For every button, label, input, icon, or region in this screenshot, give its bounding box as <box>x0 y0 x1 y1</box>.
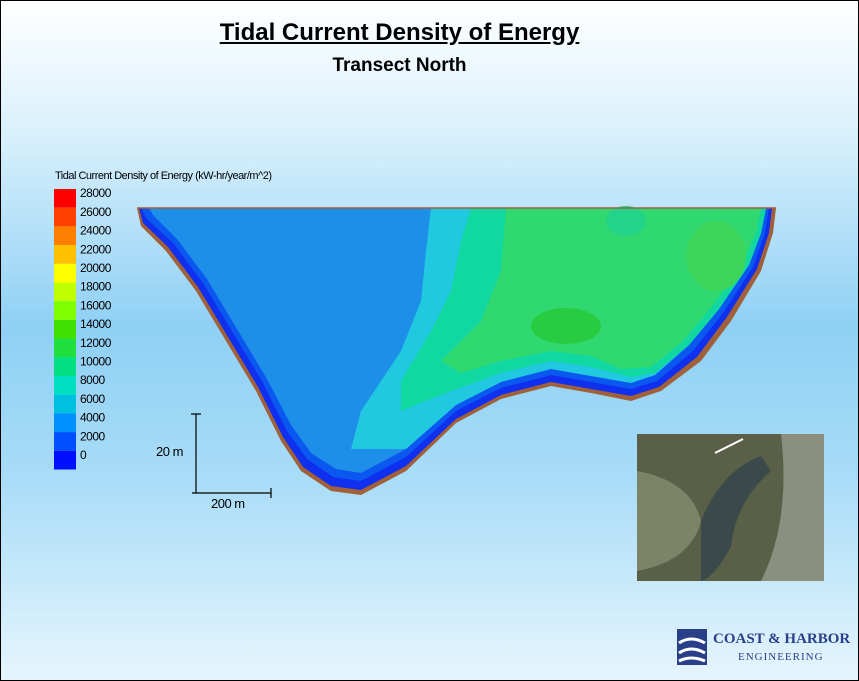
logo-mark <box>677 629 707 665</box>
legend-label: 4000 <box>80 411 106 425</box>
logo-name: COAST & HARBOR <box>713 631 850 648</box>
inset-map <box>637 434 824 581</box>
legend-label: 2000 <box>80 429 106 443</box>
legend-label: 12000 <box>80 336 112 350</box>
legend-swatch <box>54 301 76 320</box>
legend-label: 24000 <box>80 224 112 238</box>
slide: Tidal Current Density of Energy Transect… <box>0 0 859 681</box>
legend-label: 16000 <box>80 298 112 312</box>
legend-swatch <box>54 339 76 358</box>
legend-swatch <box>54 208 76 227</box>
scale-horizontal: 200 m <box>211 496 245 511</box>
legend: 2800026000240002200020000180001600014000… <box>54 186 112 469</box>
legend-label: 18000 <box>80 280 112 294</box>
region-12000b <box>606 206 646 236</box>
logo-sub: ENGINEERING <box>738 651 824 663</box>
scale-bar <box>191 414 271 498</box>
legend-swatch <box>54 451 76 470</box>
legend-label: 28000 <box>80 186 112 200</box>
legend-label: 10000 <box>80 354 112 368</box>
legend-label: 8000 <box>80 373 106 387</box>
region-14000b <box>686 221 746 291</box>
legend-swatch <box>54 413 76 432</box>
legend-label: 22000 <box>80 242 112 256</box>
legend-swatch <box>54 395 76 414</box>
legend-swatch <box>54 283 76 302</box>
legend-label: 26000 <box>80 205 112 219</box>
legend-swatch <box>54 376 76 395</box>
legend-swatch <box>54 357 76 376</box>
legend-swatch <box>54 245 76 264</box>
graphics: 2800026000240002200020000180001600014000… <box>1 1 858 680</box>
legend-swatch <box>54 320 76 339</box>
scale-vertical: 20 m <box>156 444 183 459</box>
legend-label: 20000 <box>80 261 112 275</box>
legend-swatch <box>54 264 76 283</box>
legend-swatch <box>54 189 76 208</box>
legend-label: 14000 <box>80 317 112 331</box>
legend-swatch <box>54 226 76 245</box>
region-14000 <box>531 308 601 344</box>
legend-label: 6000 <box>80 392 106 406</box>
legend-swatch <box>54 432 76 451</box>
legend-label: 0 <box>80 448 87 462</box>
